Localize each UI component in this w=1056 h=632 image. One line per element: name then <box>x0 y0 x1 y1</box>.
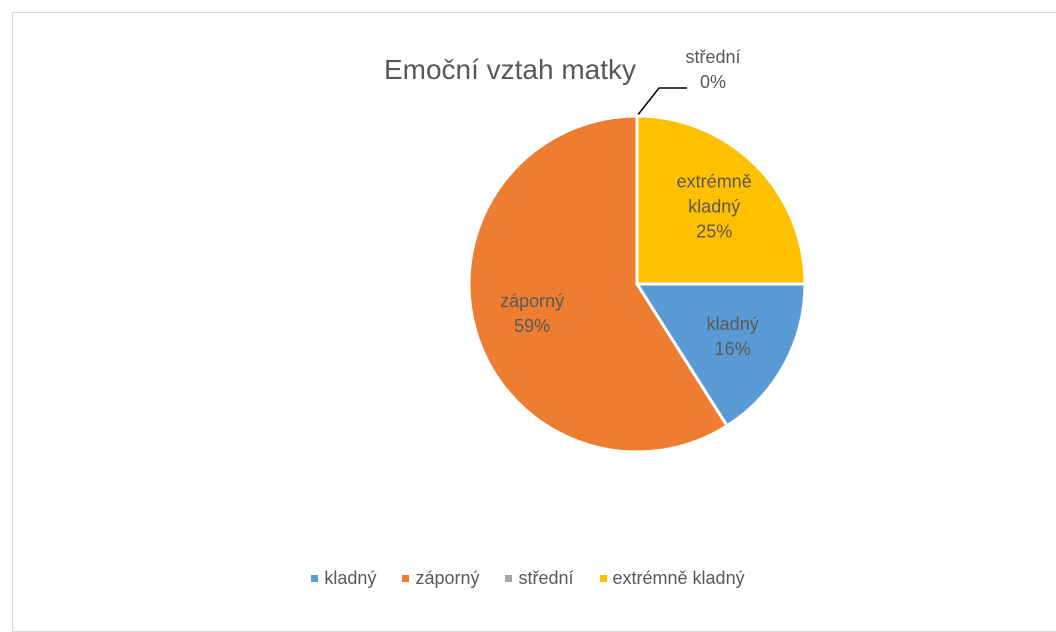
data-label: kladný 16% <box>678 312 788 362</box>
data-label-value: 59% <box>514 316 551 337</box>
legend-label: střední <box>518 568 574 588</box>
leader-line <box>636 87 687 117</box>
legend-item: záporný <box>402 568 479 589</box>
data-label: extrémně kladný 25% <box>659 169 769 244</box>
data-label-category: záporný <box>500 291 565 312</box>
page: Emoční vztah matky kladný záporný střední e… <box>0 12 1056 632</box>
data-label-value: 25% <box>696 221 733 242</box>
data-label: záporný 59% <box>477 289 587 339</box>
legend-label: kladný <box>324 568 377 588</box>
legend-item: kladný <box>311 568 376 589</box>
pie-slice <box>467 114 730 454</box>
chart-title: Emoční vztah matky <box>383 54 637 85</box>
data-label-value: 0% <box>699 72 726 92</box>
pie-slice <box>634 282 807 428</box>
legend-item: střední <box>505 568 574 589</box>
legend-label: záporný <box>415 568 480 588</box>
legend-swatch <box>505 575 513 582</box>
data-label: střední 0% <box>658 45 768 95</box>
legend-item: extrémně kladný <box>599 568 745 589</box>
data-label-category: kladný <box>706 313 759 334</box>
legend-label: extrémně kladný <box>612 568 745 588</box>
legend-swatch <box>402 575 410 582</box>
data-label-category: střední <box>685 47 741 67</box>
data-label-value: 16% <box>714 338 751 359</box>
legend: kladný záporný střední extrémně kladný <box>0 568 1056 589</box>
data-label-category: extrémně kladný <box>676 171 752 217</box>
legend-swatch <box>599 575 607 582</box>
pie-slice <box>635 114 807 286</box>
chart <box>467 87 807 454</box>
legend-swatch <box>311 575 319 582</box>
